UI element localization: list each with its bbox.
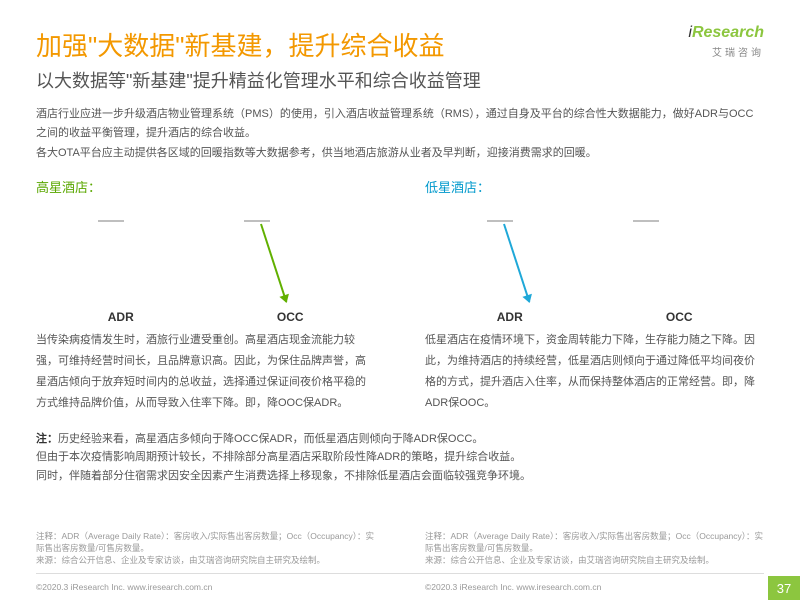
comparison-columns: 高星酒店： ADR OCC 当传染病疫情发生时，酒旅行业遭受重创。高星酒店现金流… xyxy=(36,177,764,414)
column-low-star: 低星酒店： ADR OCC 低星酒店在疫情环境下，资金周转能力下降，生存能力随之… xyxy=(425,177,764,414)
note-line2: 但由于本次疫情影响周期预计较长，不排除部分高星酒店采取阶段性降ADR的策略，提升… xyxy=(36,451,521,463)
note-line3: 同时，伴随着部分住宿需求因安全因素产生消费选择上移现象，不排除低星酒店会面临较强… xyxy=(36,470,531,482)
subtitle: 以大数据等"新基建"提升精益化管理水平和综合收益管理 xyxy=(36,67,764,93)
title-part1: 加强"大数据"新基建 xyxy=(36,31,262,61)
title-part2: 提升综合收益 xyxy=(288,31,444,61)
logo-cn: 艾瑞咨询 xyxy=(688,44,764,59)
axis-occ: OCC xyxy=(595,310,765,324)
column-high-star: 高星酒店： ADR OCC 当传染病疫情发生时，酒旅行业遭受重创。高星酒店现金流… xyxy=(36,177,375,414)
footnotes: 注释：ADR（Average Daily Rate）：客房收入/实际售出客房数量… xyxy=(36,531,764,574)
low-star-text: 低星酒店在疫情环境下，资金周转能力下降，生存能力随之下降。因此，为维持酒店的持续… xyxy=(425,330,764,414)
footnote-src-r: 来源：综合公开信息、企业及专家访谈，由艾瑞咨询研究院自主研究及绘制。 xyxy=(425,555,764,567)
body-text-1: 酒店行业应进一步升级酒店物业管理系统（PMS）的使用，引入酒店收益管理系统（RM… xyxy=(36,105,764,142)
note-label: 注： xyxy=(36,433,58,445)
low-star-diagram: ADR OCC xyxy=(425,204,764,324)
note-block: 注：历史经验来看，高星酒店多倾向于降OCC保ADR，而低星酒店则倾向于降ADR保… xyxy=(36,430,764,486)
logo-brand: Research xyxy=(692,24,764,41)
title-sep: ， xyxy=(262,31,288,61)
copyright-row: ©2020.3 iResearch Inc. www.iresearch.com… xyxy=(36,582,764,592)
copyright-left: ©2020.3 iResearch Inc. www.iresearch.com… xyxy=(36,582,375,592)
high-star-text: 当传染病疫情发生时，酒旅行业遭受重创。高星酒店现金流能力较强，可维持经营时间长，… xyxy=(36,330,375,414)
body-text-2: 各大OTA平台应主动提供各区域的回暖指数等大数据参考，供当地酒店旅游从业者及早判… xyxy=(36,144,764,163)
brand-logo: iResearch 艾瑞咨询 xyxy=(688,24,764,59)
occ-down-arrow xyxy=(260,224,287,303)
footnote-def: 注释：ADR（Average Daily Rate）：客房收入/实际售出客房数量… xyxy=(36,531,375,555)
axis-occ: OCC xyxy=(206,310,376,324)
footnote-def-r: 注释：ADR（Average Daily Rate）：客房收入/实际售出客房数量… xyxy=(425,531,764,555)
adr-down-arrow xyxy=(503,224,530,303)
note-line1: 历史经验来看，高星酒店多倾向于降OCC保ADR，而低星酒店则倾向于降ADR保OC… xyxy=(58,433,483,445)
page-title: 加强"大数据"新基建，提升综合收益 xyxy=(36,26,764,63)
page-number: 37 xyxy=(768,576,800,600)
low-star-label: 低星酒店： xyxy=(425,177,764,196)
adr-level-line xyxy=(98,220,124,222)
axis-adr: ADR xyxy=(36,310,206,324)
footnote-src: 来源：综合公开信息、企业及专家访谈，由艾瑞咨询研究院自主研究及绘制。 xyxy=(36,555,375,567)
axis-adr: ADR xyxy=(425,310,595,324)
high-star-diagram: ADR OCC xyxy=(36,204,375,324)
occ-level-line xyxy=(244,220,270,222)
occ-level-line xyxy=(633,220,659,222)
copyright-right: ©2020.3 iResearch Inc. www.iresearch.com… xyxy=(425,582,764,592)
high-star-label: 高星酒店： xyxy=(36,177,375,196)
adr-level-line xyxy=(487,220,513,222)
